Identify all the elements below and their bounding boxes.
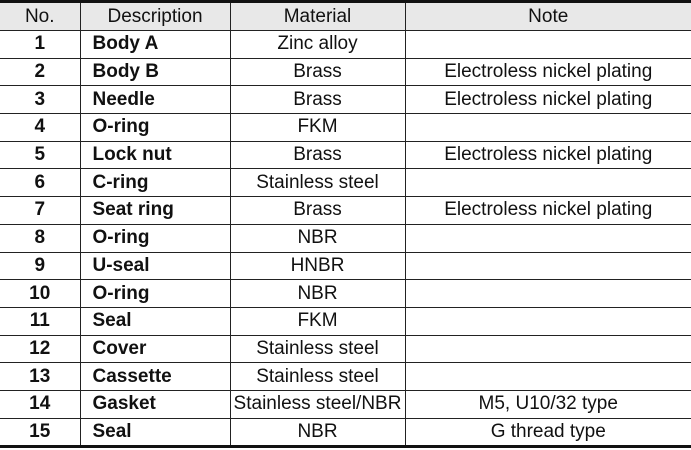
no-cell: 9 — [0, 252, 80, 281]
note-cell — [404, 307, 691, 336]
description-cell: Cover — [79, 335, 230, 364]
material-cell: Zinc alloy — [229, 30, 405, 59]
table-row: 8 O-ring NBR — [0, 224, 691, 253]
no-cell: 10 — [0, 279, 80, 308]
material-cell: Brass — [229, 58, 405, 87]
note-cell: Electroless nickel plating — [404, 196, 691, 225]
material-cell: Stainless steel — [229, 168, 405, 198]
note-cell — [404, 279, 691, 308]
table-row: 13 Cassette Stainless steel — [0, 362, 691, 391]
material-cell: FKM — [229, 307, 405, 336]
table-row: 4 O-ring FKM — [0, 113, 691, 142]
table-row: 3 Needle Brass Electroless nickel plating — [0, 85, 691, 115]
description-cell: Lock nut — [79, 141, 230, 170]
note-cell — [404, 335, 691, 364]
note-cell: Electroless nickel plating — [404, 141, 691, 170]
description-cell: O-ring — [79, 224, 230, 253]
description-cell: Seal — [79, 307, 230, 336]
table-row: 11 Seal FKM — [0, 307, 691, 336]
material-cell: Brass — [229, 141, 405, 170]
header-note: Note — [404, 1, 691, 31]
material-cell: FKM — [229, 113, 405, 142]
table-row: 7 Seat ring Brass Electroless nickel platin… — [0, 196, 691, 225]
table-row: 15 Seal NBR G thread type — [0, 418, 691, 448]
table-row: 14 Gasket Stainless steel/NBR M5, U10/32 ty… — [0, 390, 691, 419]
description-cell: Cassette — [79, 362, 230, 391]
description-cell: Body A — [79, 30, 230, 59]
material-cell: NBR — [229, 418, 405, 448]
table-row: 2 Body B Brass Electroless nickel plating — [0, 58, 691, 87]
note-cell — [404, 168, 691, 198]
table-row: 1 Body A Zinc alloy — [0, 30, 691, 59]
header-description: Description — [79, 1, 230, 31]
no-cell: 4 — [0, 113, 80, 142]
no-cell: 15 — [0, 418, 80, 448]
no-cell: 1 — [0, 30, 80, 59]
note-cell — [404, 30, 691, 59]
description-cell: Body B — [79, 58, 230, 87]
no-cell: 8 — [0, 224, 80, 253]
material-cell: Brass — [229, 196, 405, 225]
table-row: 10 O-ring NBR — [0, 279, 691, 308]
description-cell: O-ring — [79, 113, 230, 142]
no-cell: 6 — [0, 168, 80, 198]
no-cell: 12 — [0, 335, 80, 364]
material-cell: NBR — [229, 279, 405, 308]
description-cell: C-ring — [79, 168, 230, 198]
note-cell: M5, U10/32 type — [404, 390, 691, 419]
material-cell: Stainless steel/NBR — [229, 390, 405, 419]
no-cell: 5 — [0, 141, 80, 170]
note-cell — [404, 224, 691, 253]
no-cell: 3 — [0, 85, 80, 115]
description-cell: Seat ring — [79, 196, 230, 225]
material-cell: Stainless steel — [229, 362, 405, 391]
note-cell — [404, 252, 691, 281]
no-cell: 2 — [0, 58, 80, 87]
note-cell: Electroless nickel plating — [404, 85, 691, 115]
table-row: 9 U-seal HNBR — [0, 252, 691, 281]
note-cell — [404, 362, 691, 391]
table-row: 6 C-ring Stainless steel — [0, 168, 691, 198]
material-cell: Stainless steel — [229, 335, 405, 364]
no-cell: 7 — [0, 196, 80, 225]
note-cell: Electroless nickel plating — [404, 58, 691, 87]
no-cell: 14 — [0, 390, 80, 419]
material-cell: HNBR — [229, 252, 405, 281]
note-cell — [404, 113, 691, 142]
header-no: No. — [0, 1, 80, 31]
no-cell: 11 — [0, 307, 80, 336]
description-cell: O-ring — [79, 279, 230, 308]
description-cell: Needle — [79, 85, 230, 115]
description-cell: Seal — [79, 418, 230, 448]
material-cell: Brass — [229, 85, 405, 115]
no-cell: 13 — [0, 362, 80, 391]
header-row: No. Description Material Note — [0, 1, 691, 31]
description-cell: U-seal — [79, 252, 230, 281]
material-cell: NBR — [229, 224, 405, 253]
table-row: 5 Lock nut Brass Electroless nickel plating — [0, 141, 691, 170]
description-cell: Gasket — [79, 390, 230, 419]
header-material: Material — [229, 1, 405, 31]
table-row: 12 Cover Stainless steel — [0, 335, 691, 364]
note-cell: G thread type — [404, 418, 691, 448]
